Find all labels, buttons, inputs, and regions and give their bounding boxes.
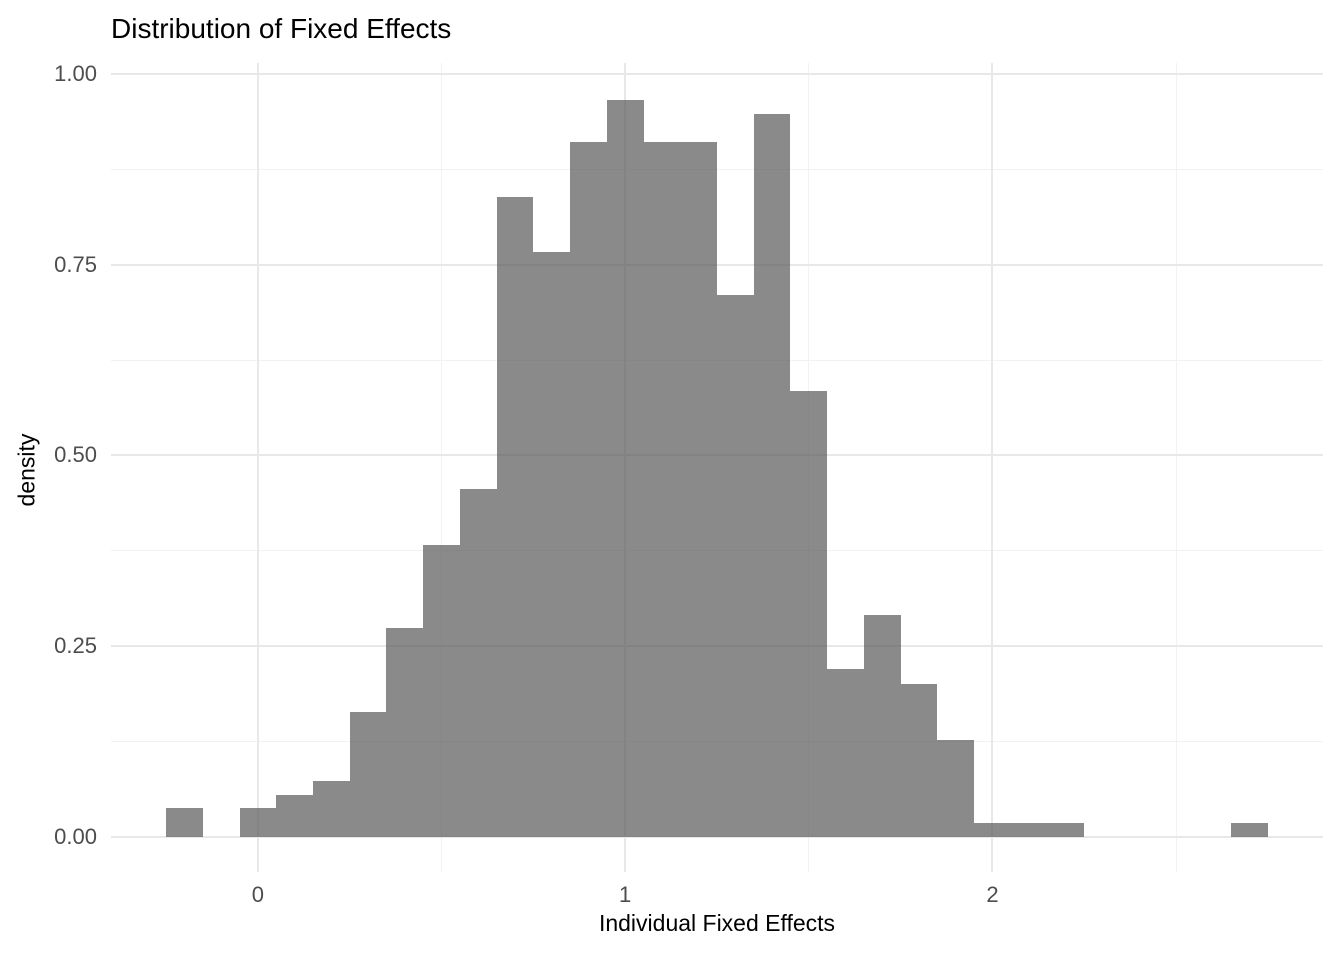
histogram-bar <box>827 668 864 837</box>
histogram-bar <box>753 114 791 837</box>
histogram-bar <box>974 822 1011 837</box>
plot-panel <box>111 63 1323 872</box>
histogram-bar <box>533 252 571 837</box>
histogram-bar <box>276 794 313 837</box>
histogram-bar <box>937 739 975 837</box>
histogram-bar <box>717 294 754 837</box>
x-major-gridline <box>256 63 259 872</box>
x-tick-label: 0 <box>251 882 265 907</box>
histogram-bar <box>900 684 938 837</box>
histogram-bar <box>239 808 277 837</box>
histogram-bar <box>680 142 717 837</box>
histogram-bar <box>496 197 534 837</box>
histogram-bar <box>1010 822 1048 837</box>
histogram-bar <box>386 627 424 837</box>
x-axis-title: Individual Fixed Effects <box>598 910 836 936</box>
histogram-bar <box>1231 822 1268 837</box>
histogram-bar <box>863 614 901 837</box>
y-tick-label: 0.25 <box>54 633 97 659</box>
histogram-bar <box>349 711 387 837</box>
x-minor-gridline <box>1175 63 1177 872</box>
y-tick-label: 0.75 <box>54 251 97 277</box>
y-tick-label: 1.00 <box>54 61 97 87</box>
y-axis-title: density <box>13 433 40 507</box>
y-major-gridline <box>111 835 1323 838</box>
histogram-bar <box>166 808 203 837</box>
histogram-bar <box>1047 822 1085 837</box>
histogram-bar <box>643 142 681 837</box>
x-major-gridline <box>991 63 994 872</box>
x-minor-gridline <box>441 63 443 872</box>
histogram-bar <box>313 780 350 837</box>
y-minor-gridline <box>111 169 1323 171</box>
histogram-bar <box>459 489 497 837</box>
histogram-bar <box>606 100 644 837</box>
histogram-bar <box>423 544 460 837</box>
chart-title: Distribution of Fixed Effects <box>111 13 452 44</box>
y-major-gridline <box>111 263 1323 266</box>
x-tick-label: 1 <box>619 882 632 907</box>
y-tick-label: 0.00 <box>54 823 97 849</box>
y-tick-label: 0.50 <box>54 442 97 468</box>
x-tick-label: 2 <box>986 882 999 907</box>
y-major-gridline <box>111 73 1323 76</box>
histogram-bar <box>570 142 607 837</box>
histogram-bar <box>790 391 828 837</box>
